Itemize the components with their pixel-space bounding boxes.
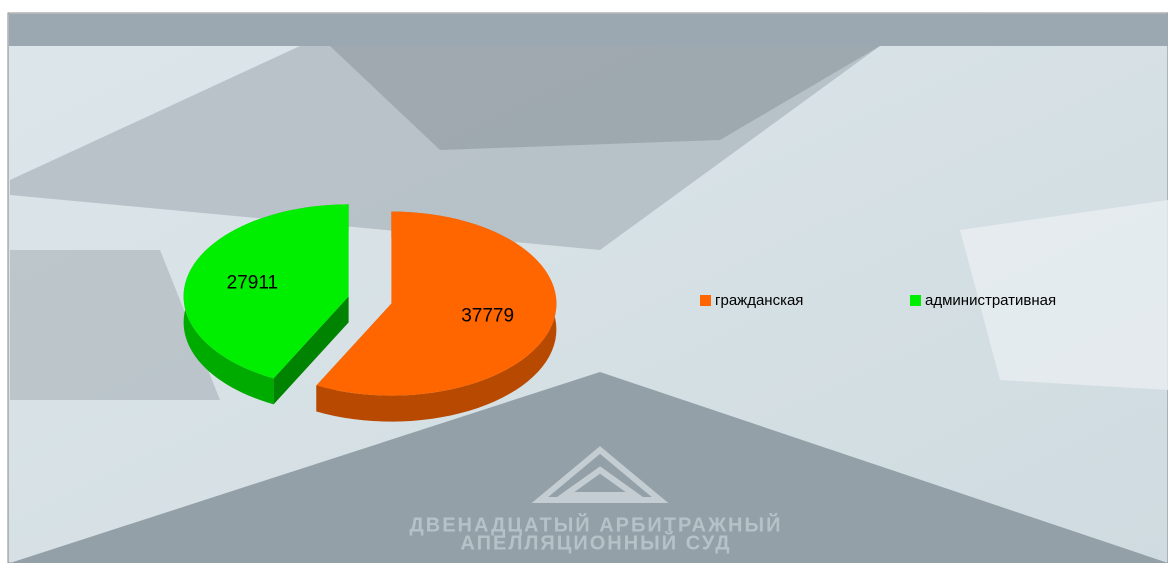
- data-label: 37779: [461, 306, 514, 327]
- watermark: АПЕЛЛЯЦИОННЫЙ СУД: [460, 530, 731, 554]
- legend-label: гражданская: [715, 292, 803, 309]
- page: 3777927911 ДВЕНАДЦАТЫЙ АРБИТРАЖНЫЙ АПЕЛЛ…: [0, 0, 1168, 563]
- legend-swatch: [700, 295, 711, 306]
- chart: 3777927911 ДВЕНАДЦАТЫЙ АРБИТРАЖНЫЙ АПЕЛЛ…: [0, 0, 1168, 563]
- data-label: 27911: [227, 273, 278, 294]
- legend-swatch: [910, 295, 921, 306]
- header-bar: [9, 14, 1168, 46]
- legend-label: административная: [925, 292, 1056, 309]
